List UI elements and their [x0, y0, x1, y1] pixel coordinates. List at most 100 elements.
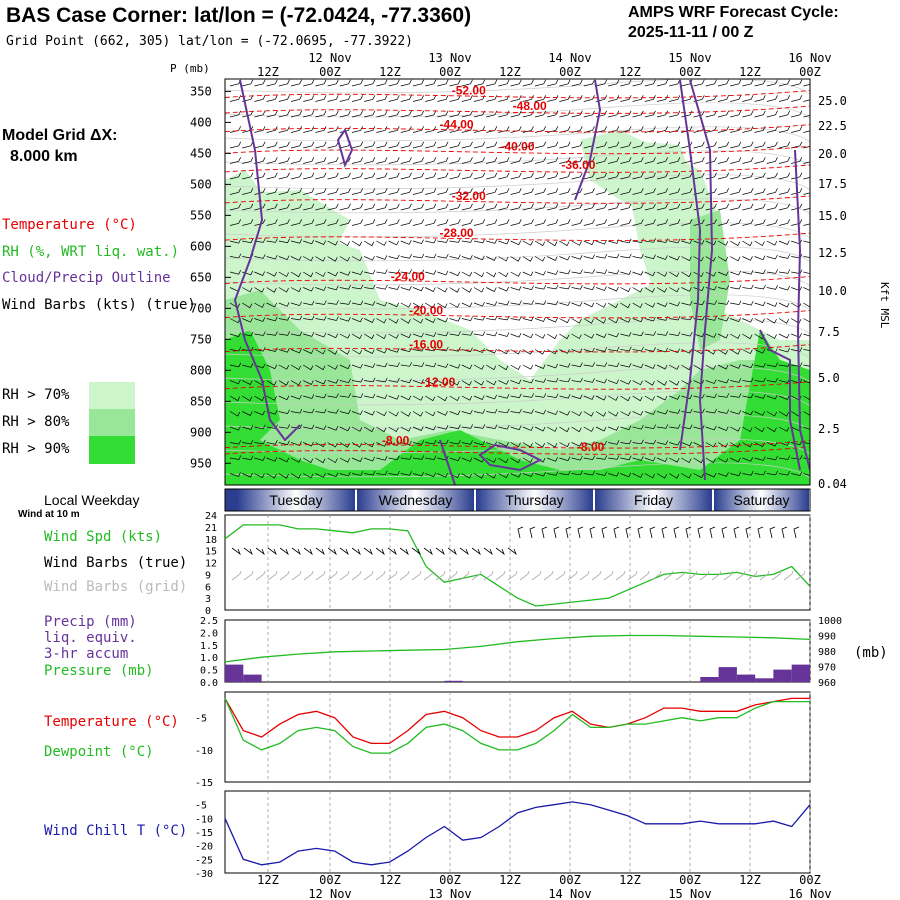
bottom-date-1: 13 Nov	[428, 887, 471, 900]
pressure-tick-350: 350	[190, 84, 212, 98]
height-tick-0: 25.0	[818, 94, 847, 108]
bottom-time-tick-9: 00Z	[799, 873, 821, 887]
bottom-time-tick-8: 12Z	[739, 873, 761, 887]
windchill-tick--25: -25	[195, 855, 213, 866]
temperature-label-0: -52.00	[452, 83, 486, 97]
wind-speed-label: Wind Spd (kts)	[44, 529, 163, 545]
wind-speed-tick-21: 21	[205, 523, 217, 534]
temperature-contour	[225, 446, 810, 455]
height-tick-7: 7.5	[818, 325, 840, 339]
height-tick-3: 17.5	[818, 177, 847, 191]
wind-speed-tick-15: 15	[205, 547, 217, 558]
temp-tick--15: -15	[195, 778, 213, 789]
height-tick-2: 20.0	[818, 147, 847, 161]
windchill-tick--20: -20	[195, 842, 213, 853]
top-time-tick-4: 12Z	[499, 65, 521, 79]
legend-rh80-label: RH > 80%	[2, 414, 70, 430]
top-time-tick-8: 12Z	[739, 65, 761, 79]
temperature-label-12: -8.00	[577, 440, 605, 454]
weekday-label-1: Wednesday	[379, 492, 453, 508]
legend-temperature: Temperature (°C)	[2, 217, 137, 233]
wind-barbs-grid	[231, 570, 806, 581]
local-weekday-label: Local Weekday	[44, 492, 140, 508]
top-time-tick-1: 00Z	[319, 65, 341, 79]
pressure-axis-tick-970: 970	[818, 663, 836, 674]
bottom-date-0: 12 Nov	[308, 887, 351, 900]
weekday-label-4: Saturday	[733, 492, 789, 508]
streamline	[225, 174, 810, 191]
height-tick-10: 0.04	[818, 477, 847, 491]
weekday-label-0: Tuesday	[269, 492, 322, 508]
pressure-tick-950: 950	[190, 456, 212, 470]
height-tick-1: 22.5	[818, 119, 847, 133]
windchill-label: Wind Chill T (°C)	[44, 823, 188, 839]
dewpoint-line	[224, 698, 810, 754]
temperature-label-4: -36.00	[561, 158, 595, 172]
weekday-band-3	[595, 489, 712, 511]
cloud-outline-6	[759, 329, 801, 471]
precip-bar-6	[755, 678, 774, 682]
legend-cloud: Cloud/Precip Outline	[2, 270, 171, 286]
streamline	[225, 126, 810, 143]
weekday-band-4	[714, 489, 809, 511]
wind-barbs	[229, 79, 810, 479]
temperature-contour	[225, 276, 810, 285]
streamline	[225, 79, 810, 95]
streamline	[225, 198, 810, 215]
cloud-outline-1	[574, 79, 602, 201]
weekday-label-3: Friday	[634, 492, 673, 508]
bottom-time-tick-1: 00Z	[319, 873, 341, 887]
temperature-label-7: -24.00	[391, 269, 425, 283]
pressure-axis-tick-980: 980	[818, 647, 836, 658]
bottom-date-2: 14 Nov	[548, 887, 591, 900]
temperature-label-2: -44.00	[440, 118, 474, 132]
pressure-axis-tick-990: 990	[818, 632, 836, 643]
wind-barbs-grid-label: Wind Barbs (grid)	[44, 579, 188, 595]
rh-region-6	[225, 330, 810, 485]
top-date-4: 16 Nov	[788, 51, 831, 65]
top-time-tick-7: 00Z	[679, 65, 701, 79]
model-grid-value: 8.000 km	[10, 148, 78, 165]
wind-speed-tick-0: 0	[205, 606, 211, 617]
pressure-tick-650: 650	[190, 270, 212, 284]
top-date-1: 13 Nov	[428, 51, 471, 65]
bottom-time-tick-0: 12Z	[257, 873, 279, 887]
precip-bar-1	[243, 674, 262, 682]
streamline	[225, 366, 810, 383]
bottom-time-tick-3: 00Z	[439, 873, 461, 887]
top-date-2: 14 Nov	[548, 51, 591, 65]
temperature-contour	[225, 232, 810, 241]
cross-section-frame	[224, 78, 811, 486]
weekday-frame	[224, 488, 811, 512]
top-time-tick-0: 12Z	[257, 65, 279, 79]
pressure-tick-900: 900	[190, 425, 212, 439]
precip-tick-1.5: 1.5	[200, 641, 218, 652]
legend-rh80-swatch	[89, 409, 135, 436]
temperature-label-11: -8.00	[382, 434, 410, 448]
cloud-outline-5	[336, 127, 354, 168]
pressure-tick-600: 600	[190, 239, 212, 253]
forecast-cycle-label: AMPS WRF Forecast Cycle:	[628, 4, 839, 21]
pressure-line	[224, 634, 811, 663]
temperature-line	[224, 697, 810, 745]
pressure-label: Pressure (mb)	[44, 663, 154, 679]
height-tick-4: 15.0	[818, 209, 847, 223]
wind-speed-tick-12: 12	[205, 559, 217, 570]
temperature-contour	[225, 124, 810, 133]
windchill-tick--10: -10	[195, 814, 213, 825]
pressure-tick-550: 550	[190, 208, 212, 222]
cloud-outline-3	[689, 79, 714, 481]
top-date-0: 12 Nov	[308, 51, 351, 65]
cloud-outline-4	[794, 149, 810, 471]
height-tick-8: 5.0	[818, 371, 840, 385]
height-axis-label: Kft MSL	[878, 282, 891, 329]
streamline	[225, 390, 810, 407]
model-grid-label: Model Grid ΔX:	[2, 127, 118, 144]
pressure-axis-tick-960: 960	[818, 678, 836, 689]
precip-bar-0	[225, 664, 244, 682]
wind-speed-tick-3: 3	[205, 594, 211, 605]
temperature-contour	[225, 344, 810, 353]
precip-accum-label: 3-hr accum	[44, 646, 129, 662]
temperature-label-8: -20.00	[409, 304, 443, 318]
